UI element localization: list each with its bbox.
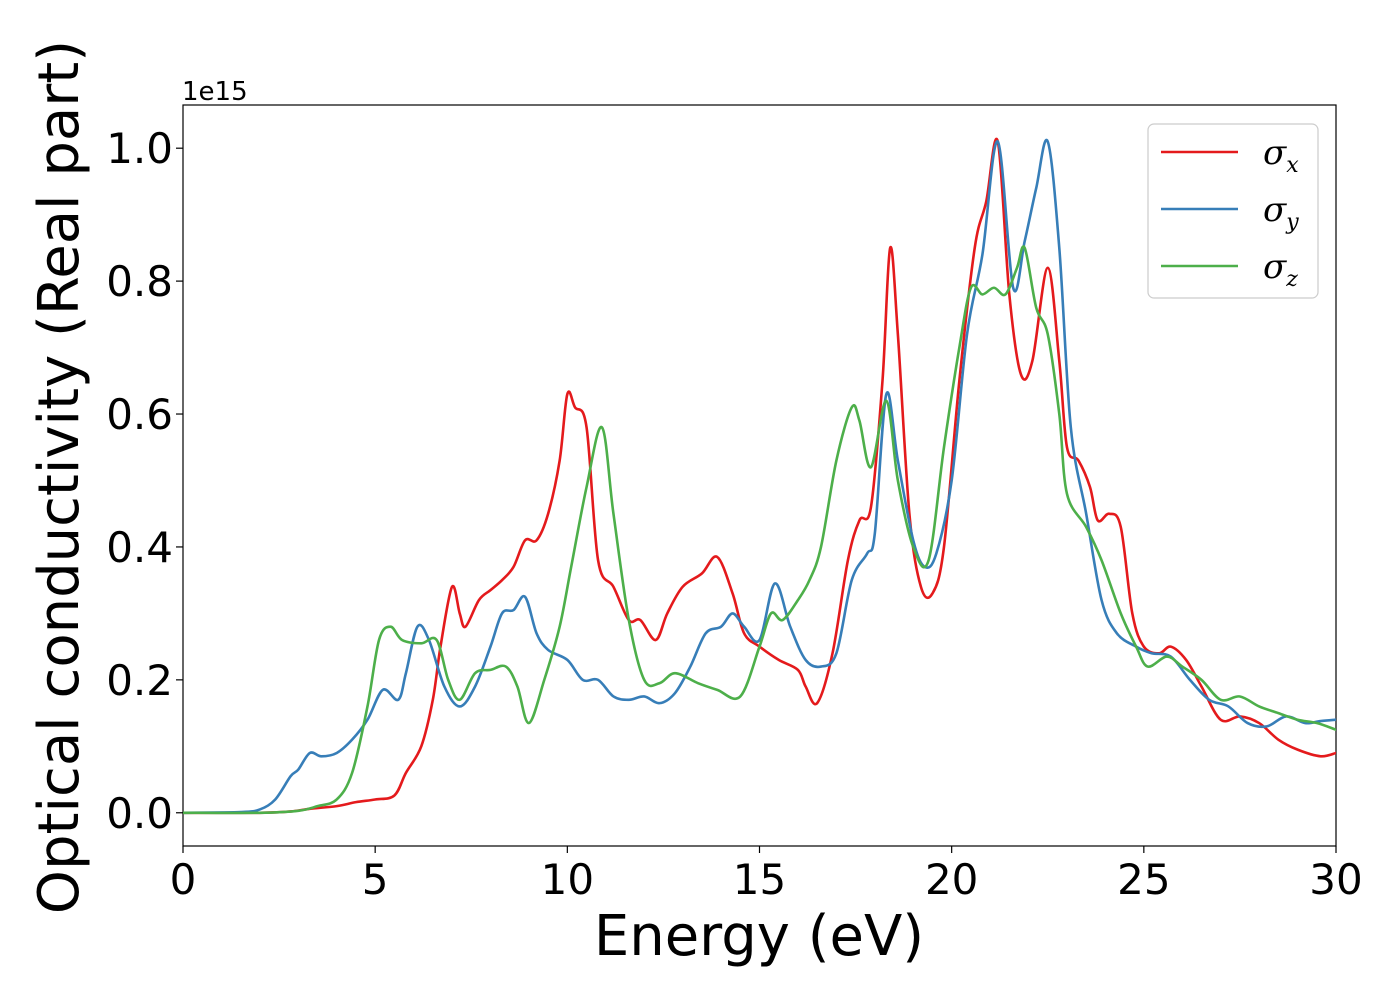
series-line-y	[183, 138, 1336, 815]
x-tick-label: 20	[925, 855, 978, 904]
x-axis-ticks: 0 5 10 15 20 25 30	[170, 846, 1363, 904]
y-offset-label: 1e15	[182, 77, 248, 107]
y-axis-title: Optical conductivity (Real part)	[27, 40, 92, 914]
x-axis-title: Energy (eV)	[594, 904, 924, 969]
y-tick-label: 0.8	[106, 257, 173, 306]
y-tick-label: 1.0	[106, 124, 173, 173]
x-tick-label: 15	[733, 855, 786, 904]
y-axis-ticks: 0.0 0.2 0.4 0.6 0.8 1.0	[106, 124, 183, 838]
plot-frame	[182, 104, 1337, 847]
x-tick-label: 0	[170, 855, 197, 904]
legend-frame	[1147, 123, 1319, 299]
y-tick-label: 0.2	[106, 656, 173, 705]
series-layer	[183, 137, 1336, 815]
y-tick-label: 0.4	[106, 523, 173, 572]
x-tick-label: 25	[1117, 855, 1170, 904]
y-tick-label: 0.6	[106, 390, 173, 439]
x-tick-label: 30	[1309, 855, 1362, 904]
series-line-x	[183, 137, 1336, 815]
x-tick-label: 5	[362, 855, 389, 904]
series-line-z	[183, 245, 1336, 815]
x-tick-label: 10	[541, 855, 594, 904]
y-tick-label: 0.0	[106, 789, 173, 838]
plot-area	[182, 104, 1337, 847]
